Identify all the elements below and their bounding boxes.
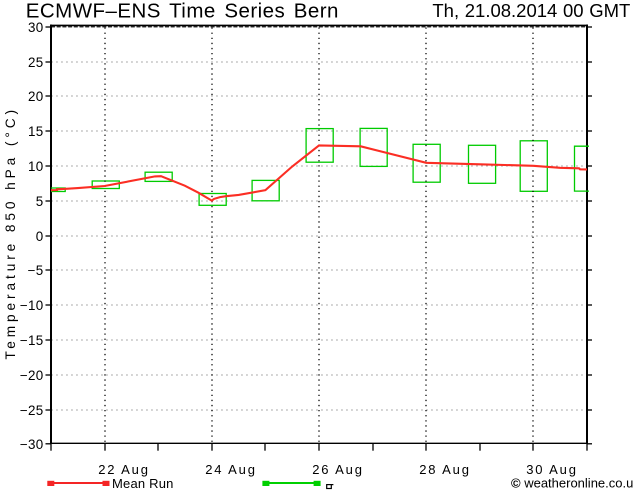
svg-text:5: 5 (36, 194, 44, 209)
svg-text:30: 30 (28, 20, 44, 35)
svg-text:Th, 21.08.2014 00 GMT: Th, 21.08.2014 00 GMT (432, 0, 630, 21)
svg-text:15: 15 (28, 124, 44, 139)
svg-text:20: 20 (28, 89, 44, 104)
svg-text:Mean Run: Mean Run (112, 476, 174, 490)
svg-text:−10: −10 (20, 298, 44, 313)
svg-text:10: 10 (28, 159, 44, 174)
svg-text:24 Aug: 24 Aug (205, 462, 257, 477)
svg-text:30 Aug: 30 Aug (526, 462, 578, 477)
svg-text:© weatheronline.co.uk: © weatheronline.co.uk (511, 476, 634, 490)
svg-text:−15: −15 (20, 333, 44, 348)
svg-text:−25: −25 (20, 403, 44, 418)
svg-text:22 Aug: 22 Aug (98, 462, 150, 477)
svg-text:ECMWF–ENS Time Series Bern: ECMWF–ENS Time Series Bern (26, 0, 339, 23)
svg-text:28 Aug: 28 Aug (419, 462, 471, 477)
svg-text:−5: −5 (28, 263, 44, 278)
svg-text:25: 25 (28, 55, 44, 70)
svg-text:−20: −20 (20, 368, 44, 383)
svg-text:0: 0 (36, 229, 44, 244)
svg-text:−30: −30 (20, 437, 44, 452)
svg-text:Temperature 850 hPa (°C): Temperature 850 hPa (°C) (3, 106, 18, 360)
svg-text:26 Aug: 26 Aug (312, 462, 364, 477)
